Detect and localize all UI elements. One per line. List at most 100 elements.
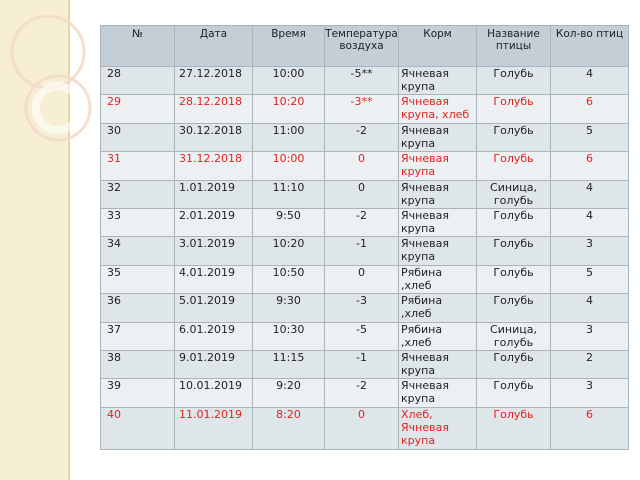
cell-number: 40 [100, 406, 175, 451]
cell-feed-text: Ячневая крупа [401, 351, 449, 378]
cell-bird-count: 3 [550, 378, 629, 408]
cell-temperature: 0 [324, 151, 399, 181]
cell-date: 4.01.2019 [174, 264, 253, 295]
cell-bird-count: 2 [550, 350, 629, 380]
cell-temperature: 0 [324, 406, 399, 451]
cell-bird-name: Голубь [476, 151, 551, 181]
cell-time-text: 9:30 [276, 294, 301, 308]
cell-bird-count-text: 4 [586, 67, 593, 80]
table-row: 34 3.01.2019 10:20 -1 Ячневая крупа Голубь 3 [100, 236, 629, 266]
cell-temperature-text: -2 [356, 123, 367, 137]
cell-time: 9:50 [252, 208, 325, 238]
cell-number: 30 [100, 122, 175, 153]
cell-date: 6.01.2019 [174, 321, 253, 352]
cell-temperature: -3 [324, 293, 399, 323]
cell-bird-name-text: Голубь [493, 237, 534, 251]
cell-bird-count-text: 6 [586, 152, 593, 166]
cell-temperature-text: -5** [350, 67, 373, 80]
cell-temperature-text: 0 [358, 152, 365, 166]
cell-feed-text: Ячневая крупа [401, 237, 449, 264]
cell-number: 38 [100, 350, 175, 380]
cell-bird-name: Голубь [476, 94, 551, 124]
header-feed: Корм [398, 25, 477, 67]
cell-temperature: 0 [324, 179, 399, 210]
cell-feed: Ячневая крупа [398, 378, 477, 408]
cell-number-text: 36 [107, 294, 121, 308]
cell-date: 2.01.2019 [174, 208, 253, 238]
cell-time: 11:15 [252, 350, 325, 380]
cell-date-text: 1.01.2019 [179, 180, 235, 194]
cell-number-text: 31 [107, 152, 121, 166]
cell-temperature-text: 0 [358, 265, 365, 279]
cell-bird-name-text: Голубь [493, 67, 534, 80]
cell-bird-name: Голубь [476, 378, 551, 408]
cell-feed: Рябина ,хлеб [398, 293, 477, 323]
cell-bird-count: 5 [550, 122, 629, 153]
cell-bird-count-text: 3 [586, 322, 593, 336]
cell-time-text: 11:00 [272, 123, 305, 137]
cell-bird-name-text: Синица, голубь [490, 322, 537, 349]
cell-number-text: 40 [107, 407, 121, 421]
cell-bird-count: 4 [550, 293, 629, 323]
cell-temperature-text: -1 [356, 351, 367, 365]
cell-time: 10:50 [252, 264, 325, 295]
cell-feed: Ячневая крупа, хлеб [398, 94, 477, 124]
cell-feed: Ячневая крупа [398, 122, 477, 153]
table-row: 37 6.01.2019 10:30 -5 Рябина ,хлеб Синица, го… [100, 321, 629, 352]
decorative-circles [10, 14, 92, 142]
cell-bird-count: 3 [550, 236, 629, 266]
cell-date: 27.12.2018 [174, 65, 253, 96]
cell-time: 10:20 [252, 94, 325, 124]
cell-date: 5.01.2019 [174, 293, 253, 323]
cell-bird-name-text: Голубь [493, 209, 534, 223]
cell-time: 11:00 [252, 122, 325, 153]
cell-number: 36 [100, 293, 175, 323]
cell-date: 3.01.2019 [174, 236, 253, 266]
cell-bird-name-text: Голубь [493, 152, 534, 166]
cell-time: 8:20 [252, 406, 325, 451]
cell-number: 37 [100, 321, 175, 352]
cell-date: 28.12.2018 [174, 94, 253, 124]
cell-bird-name-text: Голубь [493, 351, 534, 365]
table-row: 38 9.01.2019 11:15 -1 Ячневая крупа Голубь 2 [100, 350, 629, 380]
cell-number-text: 37 [107, 322, 121, 336]
header-temperature: Температура воздуха [324, 25, 399, 67]
cell-number: 34 [100, 236, 175, 266]
header-time: Время [252, 25, 325, 67]
table-row: 33 2.01.2019 9:50 -2 Ячневая крупа Голубь 4 [100, 208, 629, 238]
cell-bird-count: 6 [550, 406, 629, 451]
cell-time: 10:00 [252, 65, 325, 96]
cell-bird-count: 6 [550, 94, 629, 124]
cell-time-text: 10:50 [272, 265, 305, 279]
cell-temperature-text: -2 [356, 379, 367, 393]
table-row: 32 1.01.2019 11:10 0 Ячневая крупа Синица, го… [100, 179, 629, 210]
cell-number: 32 [100, 179, 175, 210]
table-row: 30 30.12.2018 11:00 -2 Ячневая крупа Голубь 5 [100, 122, 629, 153]
cell-date: 11.01.2019 [174, 406, 253, 451]
observation-table-wrapper: № Дата Время Температура воздуха Корм На… [100, 25, 629, 451]
cell-feed-text: Рябина ,хлеб [401, 265, 443, 292]
cell-feed-text: Рябина ,хлеб [401, 294, 443, 321]
table-row: 40 11.01.2019 8:20 0 Хлеб, Ячневая крупа Голу… [100, 406, 629, 451]
cell-number: 33 [100, 208, 175, 238]
cell-bird-name: Синица, голубь [476, 179, 551, 210]
cell-bird-count-text: 4 [586, 209, 593, 223]
cell-bird-name-text: Голубь [493, 294, 534, 308]
cell-date-text: 6.01.2019 [179, 322, 235, 336]
cell-number: 39 [100, 378, 175, 408]
cell-temperature-text: -3 [356, 294, 367, 308]
cell-date-text: 28.12.2018 [179, 95, 242, 109]
cell-bird-count-text: 6 [586, 407, 593, 421]
header-date: Дата [174, 25, 253, 67]
cell-feed: Ячневая крупа [398, 350, 477, 380]
cell-time-text: 10:00 [272, 152, 305, 166]
cell-bird-name-text: Голубь [493, 379, 534, 393]
header-bird-count: Кол-во птиц [550, 25, 629, 67]
cell-number: 29 [100, 94, 175, 124]
cell-time-text: 11:10 [272, 180, 305, 194]
cell-date-text: 27.12.2018 [179, 67, 242, 80]
cell-number: 31 [100, 151, 175, 181]
cell-date-text: 30.12.2018 [179, 123, 242, 137]
cell-temperature-text: 0 [358, 407, 365, 421]
cell-bird-count: 3 [550, 321, 629, 352]
